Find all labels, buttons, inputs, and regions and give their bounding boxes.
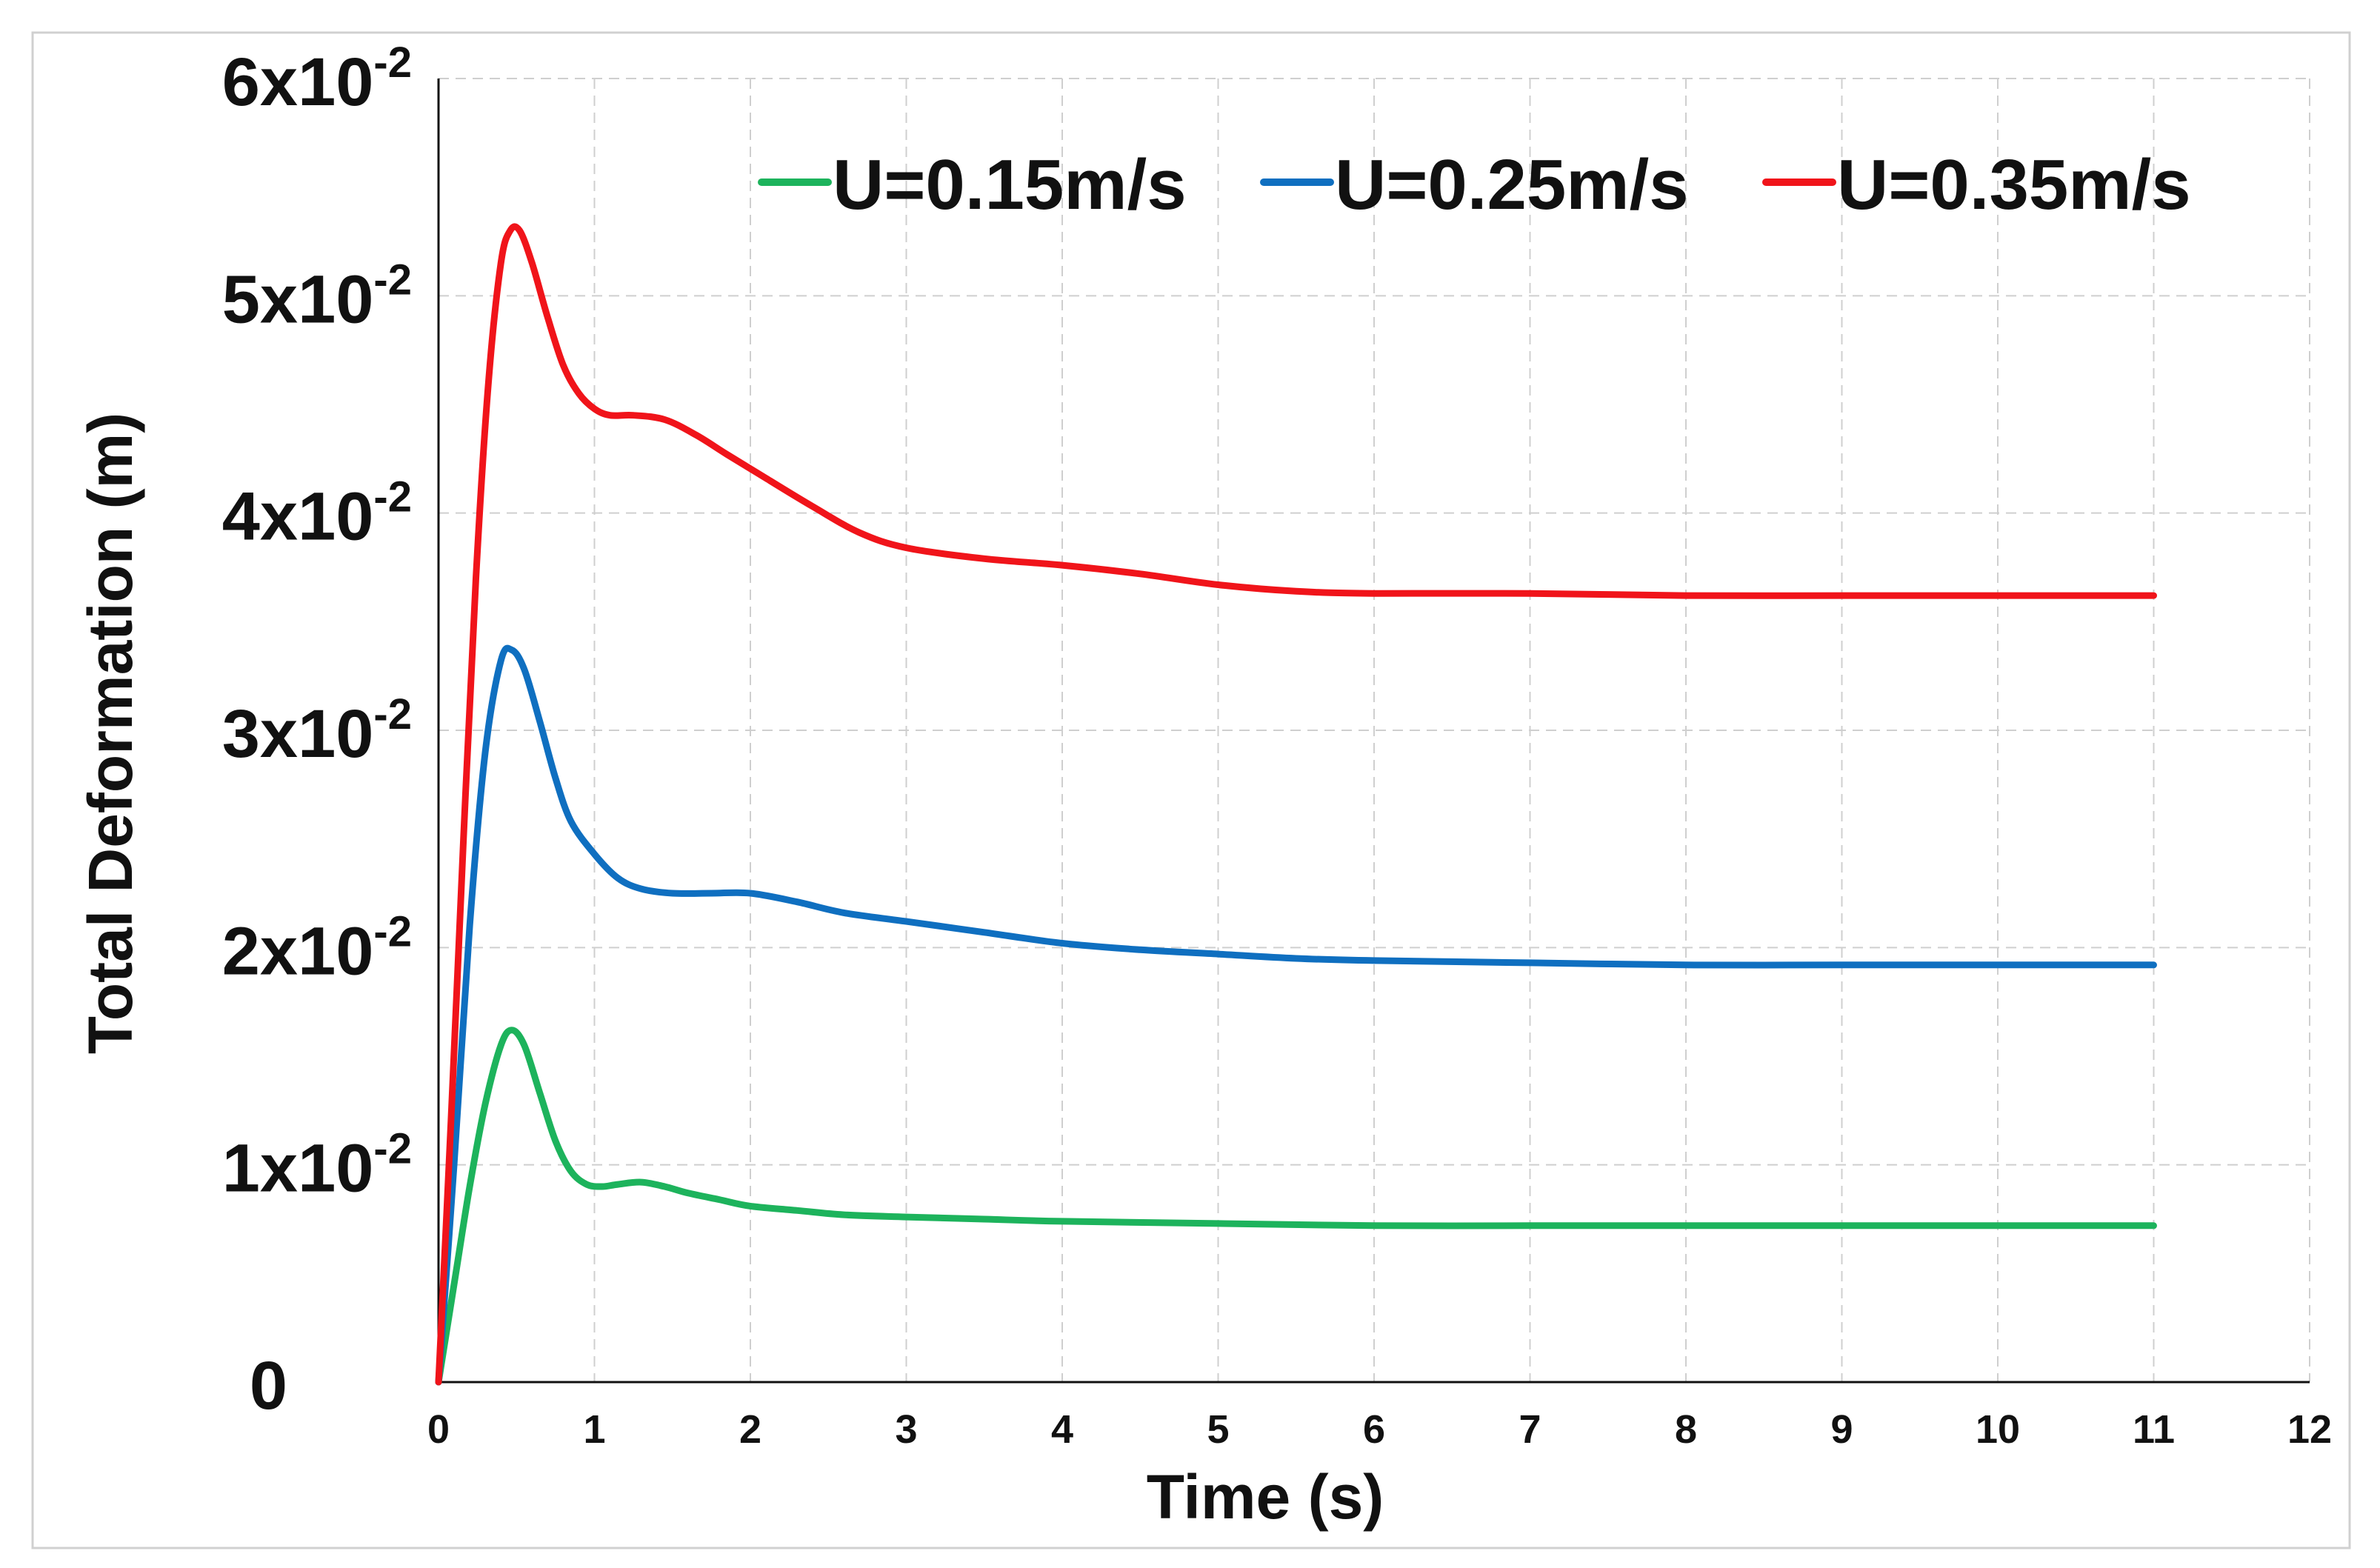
y-tick-label: 6x10-2 (222, 39, 412, 120)
x-tick-label: 6 (1363, 1407, 1385, 1452)
x-tick-label: 12 (2287, 1407, 2332, 1452)
x-tick-label: 1 (583, 1407, 605, 1452)
axes (437, 79, 2310, 1384)
y-tick-label: 0 (250, 1348, 287, 1424)
x-tick-label: 4 (1051, 1407, 1073, 1452)
y-tick-label: 5x10-2 (222, 256, 412, 337)
x-tick-label: 3 (895, 1407, 917, 1452)
x-axis-title: Time (s) (1147, 1462, 1384, 1532)
series-line-2 (435, 644, 2157, 1386)
x-tick-label: 0 (427, 1407, 450, 1452)
y-tick-label: 4x10-2 (222, 473, 412, 555)
x-tick-label: 11 (2133, 1407, 2175, 1452)
gridlines (439, 78, 2310, 1382)
x-tick-label: 7 (1519, 1407, 1541, 1452)
y-axis-title: Total Deformation (m) (76, 413, 145, 1054)
series-lines (435, 223, 2157, 1386)
legend: U=0.15m/s U=0.25m/s U=0.35m/s (758, 145, 2191, 224)
y-tick-label: 1x10-2 (222, 1125, 412, 1207)
y-tick-label: 2x10-2 (222, 907, 412, 989)
x-tick-label: 9 (1830, 1407, 1853, 1452)
tick-labels: 0 1 2 3 4 5 6 7 8 9 10 11 1201x10-22x10-23x10-24x10-… (222, 39, 2332, 1452)
x-tick-label: 5 (1207, 1407, 1229, 1452)
x-tick-label: 2 (739, 1407, 761, 1452)
x-tick-label: 8 (1675, 1407, 1697, 1452)
x-tick-label: 10 (1976, 1407, 2020, 1452)
series-line-1 (435, 1027, 2157, 1386)
series-line-3 (435, 223, 2157, 1386)
outer-border (31, 31, 2351, 1549)
legend-label-2: U=0.25m/s (1335, 145, 1689, 224)
legend-label-1: U=0.15m/s (833, 145, 1187, 224)
y-tick-label: 3x10-2 (222, 690, 412, 772)
legend-label-3: U=0.35m/s (1837, 145, 2191, 224)
